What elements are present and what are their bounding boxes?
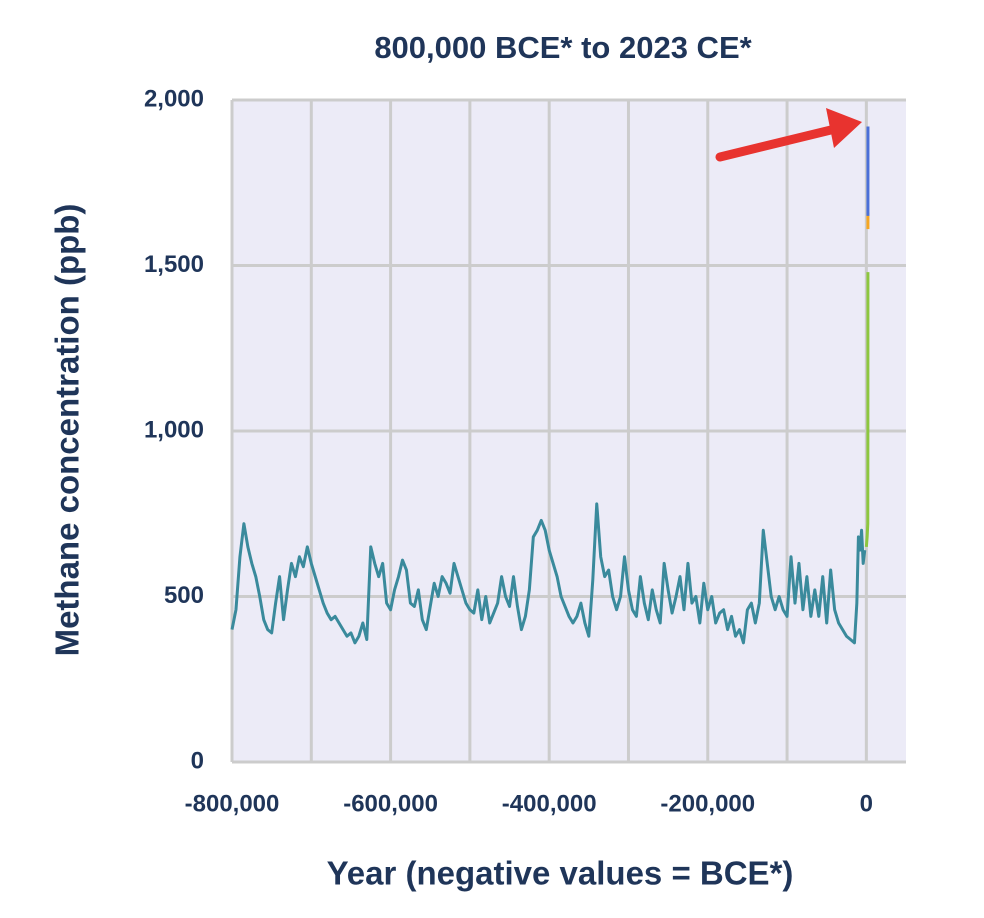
line-series bbox=[864, 272, 870, 547]
lines bbox=[230, 126, 870, 645]
x-tick-label: -600,000 bbox=[343, 790, 438, 817]
y-tick-label: 2,000 bbox=[144, 85, 204, 112]
x-tick-label: 0 bbox=[860, 790, 873, 817]
arrow-head bbox=[826, 108, 862, 148]
line-series bbox=[230, 502, 867, 645]
y-tick-label: 1,000 bbox=[144, 416, 204, 443]
y-axis-label: Methane concentration (ppb) bbox=[49, 204, 86, 657]
x-tick-label: -400,000 bbox=[502, 790, 597, 817]
x-tick-label: -800,000 bbox=[185, 790, 280, 817]
x-axis-label: Year (negative values = BCE*) bbox=[327, 855, 794, 892]
arrow-shaft bbox=[715, 124, 840, 162]
y-tick-label: 0 bbox=[191, 747, 204, 774]
x-tick-label: -200,000 bbox=[660, 790, 755, 817]
chart-title: 800,000 BCE* to 2023 CE* bbox=[374, 30, 752, 65]
arrow bbox=[715, 108, 862, 162]
y-tick-label: 500 bbox=[164, 582, 204, 609]
y-tick-label: 1,500 bbox=[144, 251, 204, 278]
